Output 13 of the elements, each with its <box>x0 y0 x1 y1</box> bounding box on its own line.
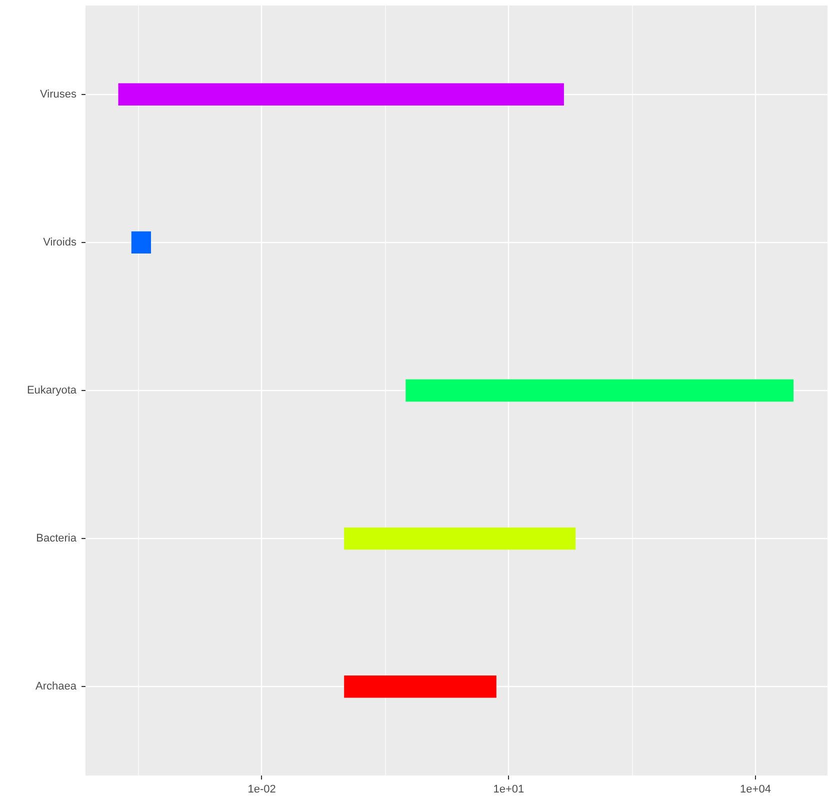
bar <box>118 83 564 106</box>
bar <box>344 527 576 550</box>
bar <box>131 231 151 254</box>
bar <box>406 379 794 402</box>
y-tick-label: Archaea <box>36 680 78 693</box>
x-tick-label: 1e+04 <box>740 784 771 796</box>
y-tick-label: Viruses <box>40 88 77 100</box>
bar <box>344 676 496 698</box>
x-tick-label: 1e-02 <box>248 784 276 796</box>
y-tick-label: Viroids <box>43 236 77 248</box>
y-tick-label: Bacteria <box>36 532 78 545</box>
x-tick-label: 1e+01 <box>493 784 524 796</box>
y-tick-label: Eukaryota <box>26 384 78 396</box>
